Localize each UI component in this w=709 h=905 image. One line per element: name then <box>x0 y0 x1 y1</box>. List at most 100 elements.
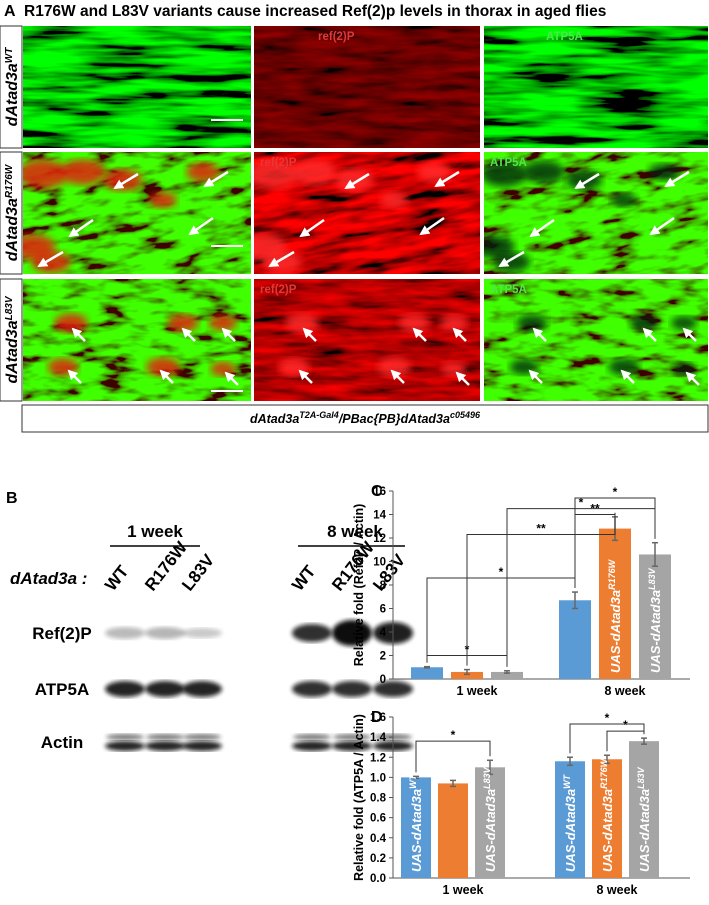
significance-label: * <box>613 485 618 499</box>
bar <box>629 741 659 878</box>
micrograph: ref(2)P <box>254 279 480 401</box>
genotype-middle: /PBac{PB}dAtad3a <box>338 412 450 426</box>
y-tick-label: 1.0 <box>370 772 386 784</box>
blot-band <box>146 734 184 740</box>
micrograph-content: ATP5A <box>484 26 708 148</box>
y-tick-label: 4 <box>380 627 387 639</box>
bar-label-sup: R176W <box>607 558 617 590</box>
row-label-sup: R176W <box>4 163 15 198</box>
arrow <box>529 218 555 238</box>
y-tick-label: 16 <box>373 486 386 498</box>
red-aggregate <box>441 361 467 377</box>
significance-label: * <box>623 718 628 732</box>
error-bar <box>450 779 456 788</box>
arrow <box>412 327 427 342</box>
red-aggregate <box>31 250 71 274</box>
panel-letter: B <box>6 490 18 507</box>
row-label-name: dAtad3a <box>4 320 21 383</box>
micrograph: ref(2)P <box>254 26 480 148</box>
dark-region <box>565 170 603 190</box>
arrow <box>221 327 236 342</box>
significance-label: * <box>605 711 610 725</box>
red-aggregate <box>210 361 236 377</box>
blot-band <box>105 627 145 639</box>
row-label: dAtad3aWT <box>4 47 22 127</box>
significance-bracket <box>466 512 616 666</box>
red-aggregate <box>167 314 199 332</box>
micrograph-content: ref(2)P <box>254 26 480 148</box>
y-tick-label: 0.2 <box>370 853 386 865</box>
red-aggregate <box>380 192 408 208</box>
arrow <box>37 250 64 268</box>
micrograph: ATP5A <box>484 152 708 274</box>
y-tick-label: 2 <box>380 651 386 663</box>
bar-label: UAS-dAtad3aL83V <box>647 567 663 673</box>
dark-region <box>523 160 565 184</box>
y-tick-label: 0.6 <box>370 813 386 825</box>
arrow <box>682 327 697 342</box>
bar-label-name: UAS-dAtad3a <box>409 789 424 872</box>
blot-band <box>292 681 332 697</box>
micrograph <box>23 26 251 148</box>
red-aggregate <box>440 315 468 331</box>
blot-band-label: Actin <box>41 733 84 752</box>
micrograph-content: ref(2)P <box>254 279 480 401</box>
micrograph-texture <box>23 152 251 274</box>
row-label: dAtad3aR176W <box>4 163 22 261</box>
micrograph-texture <box>254 279 480 401</box>
red-aggregate <box>47 358 79 376</box>
bar-label-sup: R176W <box>599 757 609 789</box>
significance-label: ** <box>536 521 546 535</box>
red-aggregate <box>149 192 177 208</box>
row-label: dAtad3aL83V <box>4 295 22 383</box>
row-label-name: dAtad3a <box>4 198 21 261</box>
error-bar <box>487 759 493 776</box>
channel-label: ref(2)P <box>260 284 297 296</box>
red-aggregate <box>291 159 337 185</box>
dark-region <box>611 193 637 207</box>
y-tick-label: 10 <box>373 557 386 569</box>
arrow <box>224 371 239 386</box>
micrograph-content <box>23 152 251 274</box>
blot-band <box>183 734 221 740</box>
significance-bracket <box>574 497 656 589</box>
arrow <box>532 327 547 342</box>
blot-band <box>145 741 185 751</box>
y-tick-label: 1.2 <box>370 752 386 764</box>
y-axis-label: Relative fold (Ref2P / Actin) <box>352 504 366 667</box>
bar-label-name: UAS-dAtad3a <box>648 590 663 673</box>
arrow <box>188 216 214 236</box>
blot-band <box>332 620 372 646</box>
red-aggregate <box>186 162 220 182</box>
arrow <box>574 172 600 190</box>
bar-label-name: UAS-dAtad3a <box>483 789 498 872</box>
blot-band <box>293 734 331 740</box>
significance-label: * <box>499 565 504 579</box>
blot-band <box>292 741 332 751</box>
row-label-box <box>0 278 23 402</box>
arrow <box>620 369 635 384</box>
arrow <box>455 371 470 386</box>
bar-label: UAS-dAtad3aR176W <box>599 757 615 872</box>
micrograph-texture <box>484 26 708 148</box>
blot-band <box>332 741 372 751</box>
channel-label: ATP5A <box>490 157 527 169</box>
channel-label: ref(2)P <box>318 31 355 43</box>
y-tick-label: 14 <box>373 510 386 522</box>
arrow <box>181 327 196 342</box>
arrow <box>159 369 174 384</box>
arrow <box>390 369 405 384</box>
blot-band <box>332 681 372 697</box>
blot-band <box>105 681 145 697</box>
error-bar <box>652 541 658 567</box>
micrograph-texture <box>484 152 708 274</box>
red-aggregate <box>146 357 180 377</box>
dark-region <box>648 163 680 181</box>
error-bar <box>464 668 470 676</box>
x-tick-label: 1 week <box>456 684 497 698</box>
bar <box>491 671 523 679</box>
x-tick-label: 8 week <box>604 684 645 698</box>
bar <box>639 554 671 679</box>
arrow <box>452 327 467 342</box>
